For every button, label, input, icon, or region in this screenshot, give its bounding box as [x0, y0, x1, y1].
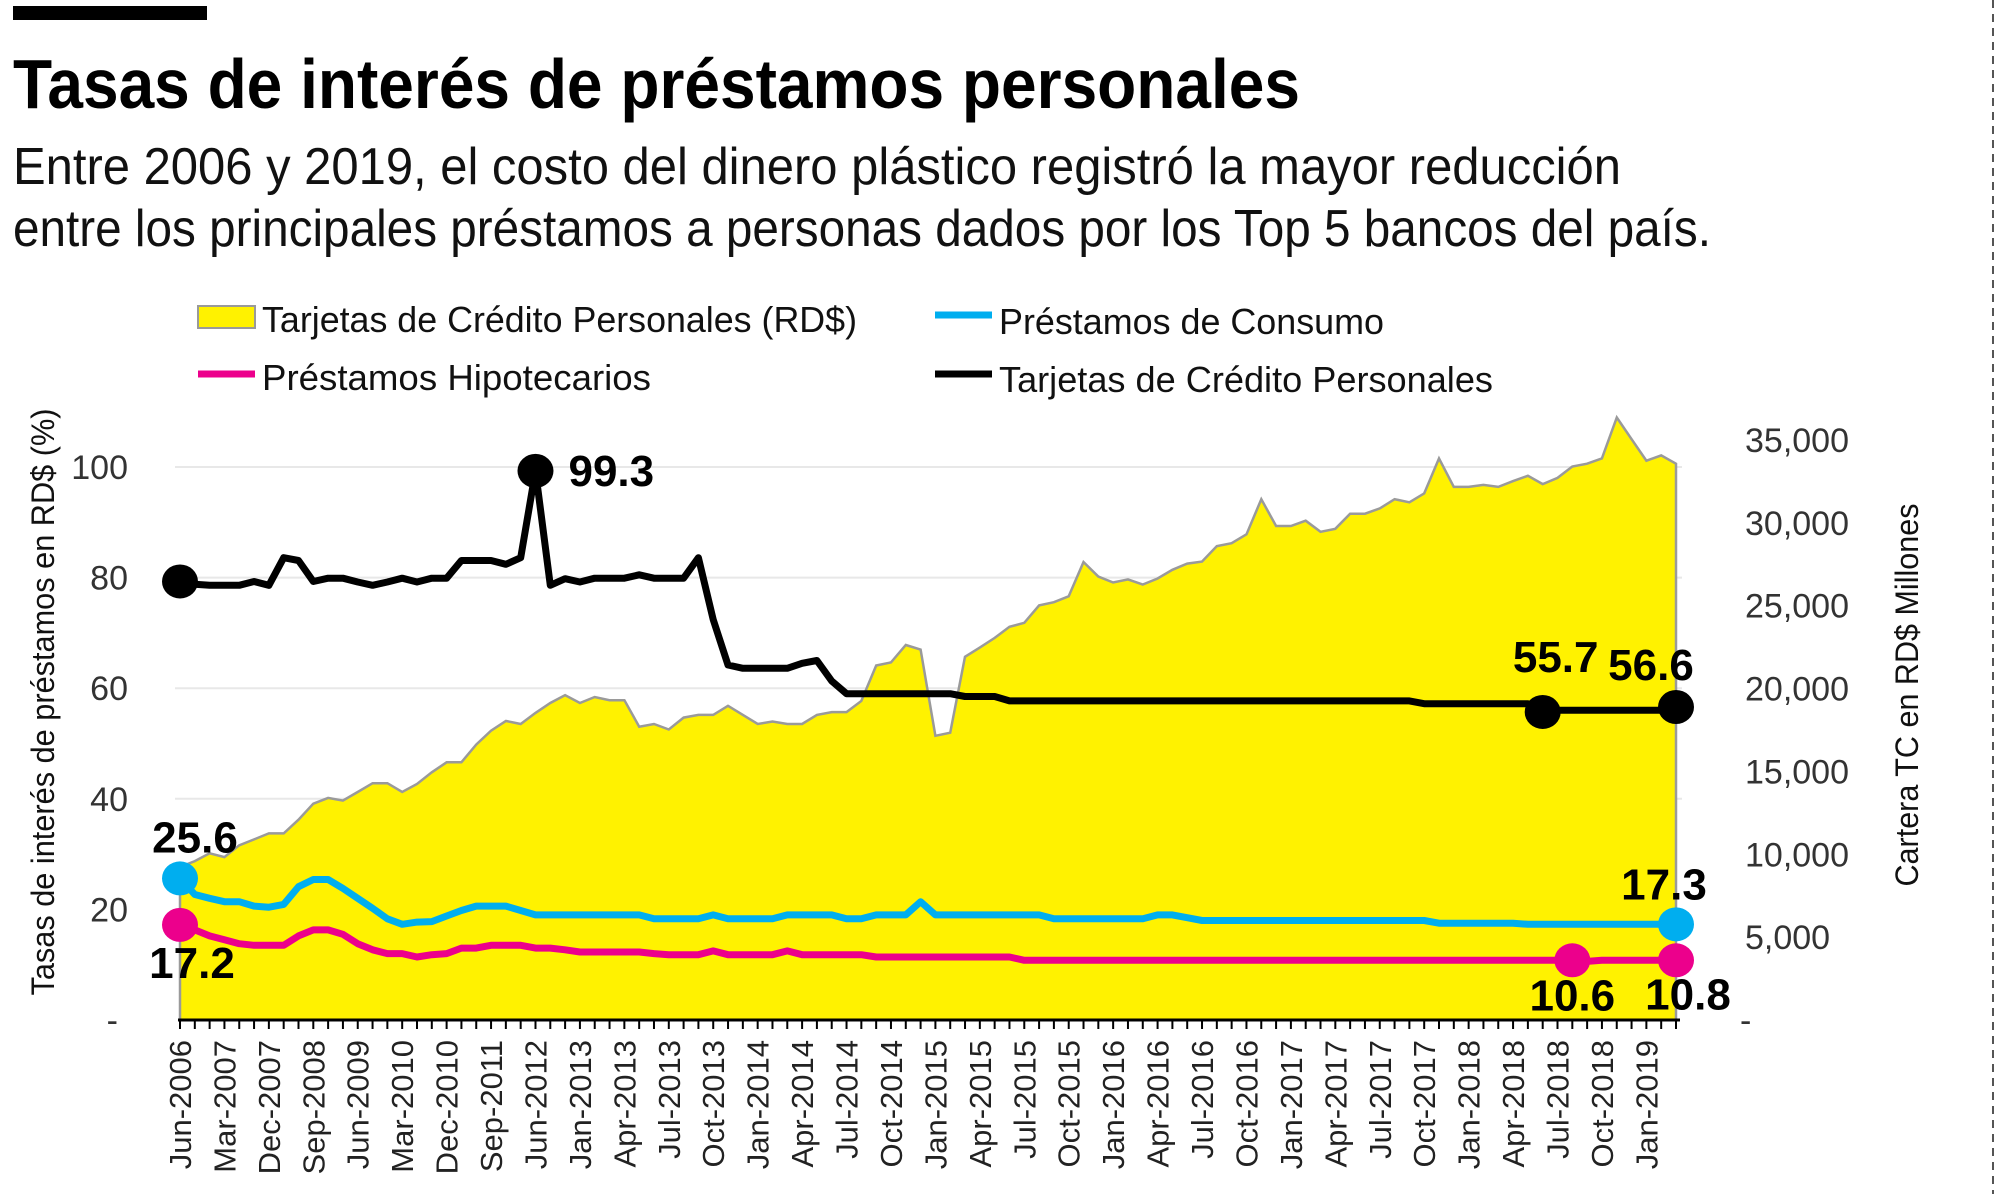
- x-tick-label: Jun-2012: [518, 1040, 553, 1169]
- legend-label-tarjetas: Tarjetas de Crédito Personales: [999, 359, 1493, 400]
- y-right-tick-label: 15,000: [1745, 753, 1849, 791]
- y-right-tick-label: 30,000: [1745, 505, 1849, 543]
- x-tick-label: Jun-2006: [163, 1040, 198, 1169]
- line-hipotecarios: [178, 921, 1691, 965]
- axes: - 20 40 60 80 100 - 5,000 10,000 15,000 20,000 25,0…: [71, 422, 1849, 1174]
- x-tick-label: Apr-2018: [1496, 1040, 1531, 1168]
- marker-consumo: [162, 861, 198, 896]
- header-accent-bar: [13, 6, 207, 20]
- x-tick-label: Jan-2013: [563, 1040, 598, 1169]
- y-right-tick-label: 5,000: [1745, 919, 1830, 957]
- x-tick-label: Jun-2009: [341, 1040, 376, 1169]
- x-tick-label: Dec-2010: [430, 1040, 465, 1174]
- marker-tarjetas: [1524, 694, 1561, 729]
- x-tick-label: Oct-2018: [1585, 1040, 1620, 1168]
- x-tick-label: Jul-2017: [1363, 1040, 1398, 1159]
- x-tick-label: Jan-2016: [1096, 1040, 1131, 1169]
- line-series: [177, 467, 1691, 965]
- x-tick-label: Mar-2010: [385, 1040, 420, 1173]
- legend-label-area: Tarjetas de Crédito Personales (RD$): [262, 299, 857, 340]
- y-right-tick-label: 35,000: [1745, 422, 1849, 460]
- data-label-hipotecarios: 10.8: [1645, 970, 1731, 1019]
- x-tick-label: Jul-2016: [1185, 1040, 1220, 1159]
- x-tick-label: Apr-2014: [785, 1040, 820, 1168]
- marker-tarjetas: [1658, 690, 1694, 725]
- y-right-tick-label: 25,000: [1745, 588, 1849, 626]
- data-label-hipotecarios: 10.6: [1529, 971, 1615, 1020]
- chart-subtitle-line-2: entre los principales préstamos a person…: [13, 200, 1711, 258]
- marker-tarjetas: [162, 564, 198, 599]
- x-tick-label: Jan-2018: [1452, 1040, 1487, 1169]
- data-labels: 99.3 25.6 17.2 55.7 56.6 17.3 10.6 10.8: [149, 447, 1731, 1020]
- x-tick-label: Jul-2015: [1007, 1040, 1042, 1159]
- y-left-tick-label: 40: [90, 781, 128, 819]
- x-tick-label: Apr-2017: [1318, 1040, 1353, 1168]
- marker-tarjetas: [517, 453, 554, 488]
- data-label-tarjetas: 56.6: [1608, 641, 1694, 690]
- y-left-tick-label: 60: [90, 670, 128, 708]
- area-series: [178, 414, 1678, 1020]
- x-tick-label: Jan-2017: [1274, 1040, 1309, 1169]
- y-left-tick-label: 100: [71, 449, 128, 487]
- marker-hipotecarios: [1658, 943, 1694, 978]
- x-tick-label: Oct-2017: [1407, 1040, 1442, 1168]
- point-markers: [162, 453, 1694, 978]
- x-tick-label: Dec-2007: [252, 1040, 287, 1174]
- x-tick-label: Jan-2015: [918, 1040, 953, 1169]
- x-tick-label: Jan-2014: [741, 1040, 776, 1169]
- y-axis-left-title: Tasas de interés de préstamos en RD$ (%): [25, 409, 61, 996]
- x-tick-label: Jan-2019: [1629, 1040, 1664, 1169]
- data-label-tarjetas: 99.3: [568, 447, 654, 496]
- x-tick-label: Oct-2015: [1052, 1040, 1087, 1168]
- legend-label-consumo: Préstamos de Consumo: [999, 301, 1384, 342]
- data-label-hipotecarios: 17.2: [149, 939, 235, 988]
- data-label-consumo: 25.6: [152, 813, 238, 862]
- x-tick-label: Apr-2015: [963, 1040, 998, 1168]
- y-left-tick-label: 80: [90, 560, 128, 598]
- line-consumo: [177, 876, 1676, 928]
- x-tick-label: Apr-2016: [1141, 1040, 1176, 1168]
- x-tick-label: Jul-2013: [652, 1040, 687, 1159]
- marker-hipotecarios: [162, 907, 198, 942]
- y-right-tick-label: 20,000: [1745, 671, 1849, 709]
- area-fill-cartera: [180, 417, 1676, 1020]
- x-tick-label: Oct-2016: [1229, 1040, 1264, 1168]
- data-label-tarjetas: 55.7: [1513, 633, 1599, 682]
- x-tick-label: Apr-2013: [607, 1040, 642, 1168]
- x-tick-label: Mar-2007: [207, 1040, 242, 1173]
- legend-label-hipotecarios: Préstamos Hipotecarios: [262, 357, 651, 398]
- y-right-tick-label: 10,000: [1745, 836, 1849, 874]
- x-tick-label: Sep-2011: [474, 1040, 509, 1172]
- y-right-tick-label: -: [1740, 1002, 1751, 1040]
- chart-title: Tasas de interés de préstamos personales: [13, 45, 1300, 123]
- y-left-tick-label: 20: [90, 891, 128, 929]
- legend-swatch-area: [197, 305, 256, 329]
- x-tick-label: Jul-2014: [830, 1040, 865, 1159]
- data-label-consumo: 17.3: [1621, 860, 1707, 909]
- x-tick-label: Jul-2018: [1541, 1040, 1576, 1159]
- x-tick-label: Oct-2014: [874, 1040, 909, 1168]
- x-tick-label: Oct-2013: [696, 1040, 731, 1168]
- y-axis-right-title: Cartera TC en RD$ Millones: [1889, 504, 1925, 887]
- y-left-tick-label: -: [107, 1002, 118, 1040]
- legend: Tarjetas de Crédito Personales (RD$) Pré…: [197, 299, 1493, 400]
- marker-consumo: [1658, 907, 1694, 942]
- marker-hipotecarios: [1554, 943, 1591, 978]
- x-tick-label: Sep-2008: [296, 1040, 331, 1174]
- line-tarjetas: [179, 467, 1677, 716]
- chart-subtitle-line-1: Entre 2006 y 2019, el costo del dinero p…: [13, 138, 1621, 196]
